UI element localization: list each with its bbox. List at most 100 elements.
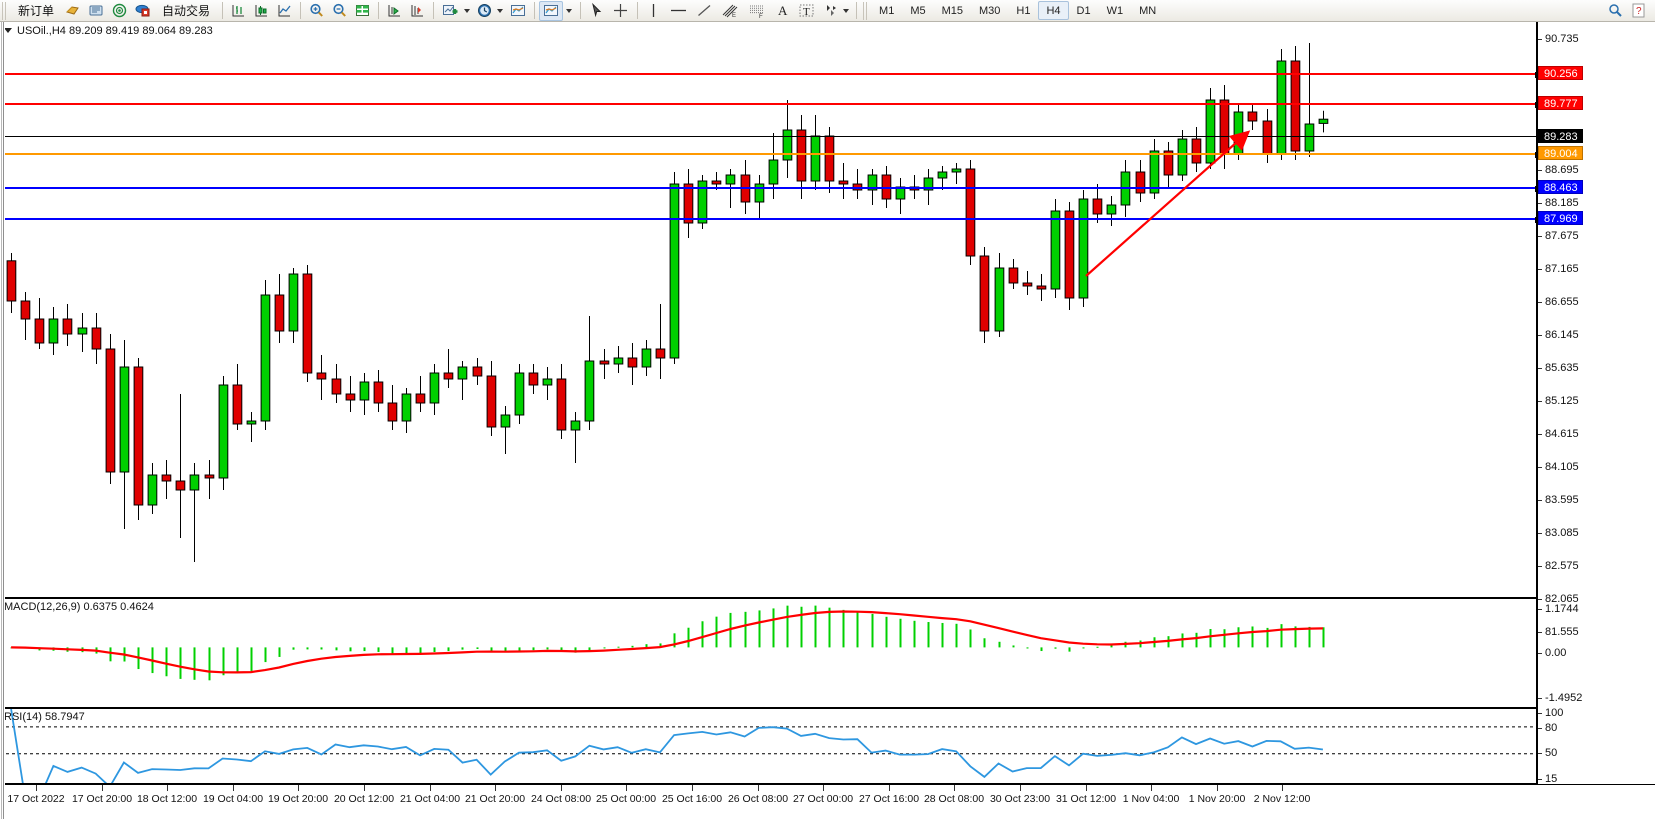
equidistant-channel-icon[interactable]: E [717, 1, 744, 21]
level-handle[interactable] [1535, 152, 1536, 158]
templates-icon[interactable] [506, 1, 530, 21]
candlestick-chart-icon[interactable] [250, 1, 273, 21]
time-tick-label: 1 Nov 20:00 [1188, 793, 1246, 805]
chart-menu-arrow-icon[interactable] [4, 28, 12, 33]
timeframe-grip[interactable] [862, 1, 870, 20]
macd-scale-label: 0.00 [1538, 647, 1655, 659]
toolbar-separator-8 [856, 2, 858, 19]
auto-scroll-icon[interactable] [383, 1, 406, 21]
data-window-icon[interactable] [62, 1, 85, 21]
level-handle[interactable] [1535, 217, 1536, 223]
text-label-icon[interactable]: T [794, 1, 819, 21]
timeframe-h4[interactable]: H4 [1038, 1, 1069, 20]
level-line-resistance-2[interactable] [0, 72, 1536, 78]
level-handle[interactable] [1535, 186, 1536, 192]
rsi-pane[interactable]: RSI(14) 58.7947 [0, 708, 1537, 784]
vertical-line-icon[interactable] [642, 1, 665, 21]
price-scale[interactable]: 90.73589.71389.20388.69588.18587.67587.1… [1537, 22, 1655, 785]
add-indicator-icon[interactable] [438, 1, 473, 21]
autotrading-button[interactable]: 自动交易 [154, 1, 218, 21]
data-grid-icon[interactable] [351, 1, 374, 21]
price-tick: 87.165 [1538, 263, 1655, 275]
terminal-icon[interactable] [85, 1, 108, 21]
level-handle[interactable] [1535, 72, 1536, 78]
level-line-last-price[interactable] [0, 136, 1536, 137]
add-indicator-caret[interactable] [464, 8, 471, 13]
timeframe-h1[interactable]: H1 [1016, 5, 1031, 17]
crosshair-icon[interactable] [608, 1, 633, 21]
level-price-label-resistance-1[interactable]: 89.777 [1538, 96, 1583, 110]
symbol-bar[interactable]: USOil.,H4 89.209 89.419 89.064 89.283 [0, 22, 1536, 39]
price-tick-label: 83.085 [1545, 527, 1579, 539]
time-tick [430, 785, 431, 791]
time-tick-label: 25 Oct 00:00 [595, 793, 657, 805]
zoom-in-icon[interactable] [305, 1, 328, 21]
level-line-support-2[interactable] [0, 217, 1536, 223]
level-price-label-support-2[interactable]: 87.969 [1538, 211, 1583, 225]
timeframe-m1[interactable]: M1 [879, 5, 895, 17]
timeframe-w1[interactable]: W1 [1106, 5, 1124, 17]
price-tick-label: 85.635 [1545, 362, 1579, 374]
toolbar-right-group: ? [1604, 1, 1655, 21]
price-tick-label: 84.105 [1545, 461, 1579, 473]
timeframe-m5[interactable]: M5 [910, 5, 926, 17]
chart-shift-icon[interactable] [406, 1, 429, 21]
search-icon[interactable] [1604, 1, 1627, 21]
time-tick [692, 785, 693, 791]
price-tick: 82.065 [1538, 593, 1655, 605]
timeframe-m30[interactable]: M30 [979, 5, 1001, 17]
level-line-entry[interactable] [0, 152, 1536, 158]
chart-area[interactable]: USOil.,H4 89.209 89.419 89.064 89.283 [0, 22, 1655, 819]
period-clock-icon[interactable] [473, 1, 506, 21]
zoom-out-icon[interactable] [328, 1, 351, 21]
level-line-support-1[interactable] [0, 186, 1536, 192]
period-caret[interactable] [497, 8, 504, 13]
toolbar-grip[interactable] [1, 1, 8, 20]
autotrading-icon[interactable] [131, 1, 154, 21]
fibonacci-icon[interactable]: F [744, 1, 771, 21]
rsi-scale-label: 50 [1538, 747, 1655, 759]
price-tick: 86.145 [1538, 329, 1655, 341]
time-tick [1020, 785, 1021, 791]
shapes-icon[interactable] [819, 1, 852, 21]
time-tick [1086, 785, 1087, 791]
level-handle[interactable] [1535, 102, 1536, 108]
time-scale[interactable]: 17 Oct 2022 17 Oct 20:00 18 Oct 12:00 19 Oc… [0, 784, 1655, 819]
svg-text:T: T [803, 6, 810, 18]
price-tick: 87.675 [1538, 230, 1655, 242]
price-tick: 84.615 [1538, 428, 1655, 440]
timeframe-d1[interactable]: D1 [1076, 5, 1091, 17]
macd-pane[interactable]: MACD(12,26,9) 0.6375 0.4624 [0, 598, 1537, 708]
bar-chart-icon[interactable] [227, 1, 250, 21]
price-tick: 82.575 [1538, 560, 1655, 572]
timeframe-mn[interactable]: MN [1139, 5, 1157, 17]
new-order-label: 新订单 [18, 4, 55, 18]
time-tick-label: 21 Oct 20:00 [464, 793, 526, 805]
rsi-scale-label: 15 [1538, 773, 1655, 785]
price-tick: 85.635 [1538, 362, 1655, 374]
text-icon[interactable]: A [771, 1, 794, 21]
timeframe-m15[interactable]: M15 [941, 5, 963, 17]
level-price-label-resistance-2[interactable]: 90.256 [1538, 66, 1583, 80]
time-tick-label: 24 Oct 08:00 [530, 793, 592, 805]
line-chart-icon[interactable] [273, 1, 296, 21]
help-icon[interactable]: ? [1627, 1, 1650, 21]
price-pane[interactable]: USOil.,H4 89.209 89.419 89.064 89.283 [0, 22, 1537, 598]
time-tick-label: 26 Oct 08:00 [727, 793, 789, 805]
rsi-pane-inner: RSI(14) 58.7947 [0, 709, 1536, 783]
templates-caret[interactable] [566, 8, 573, 13]
shapes-caret[interactable] [843, 8, 850, 13]
signals-icon[interactable] [108, 1, 131, 21]
level-line-resistance-1[interactable] [0, 102, 1536, 108]
level-price-label-entry-level[interactable]: 89.004 [1538, 146, 1583, 160]
trendline-icon[interactable] [692, 1, 717, 21]
templates-active-icon[interactable] [539, 0, 564, 21]
horizontal-line-icon[interactable] [665, 1, 692, 21]
level-price-label-support-1[interactable]: 88.463 [1538, 180, 1583, 194]
rsi-label: RSI(14) 58.7947 [4, 711, 85, 723]
chart-scroll-grip[interactable] [0, 22, 5, 819]
level-price-label-last-price[interactable]: 89.283 [1538, 129, 1583, 143]
new-order-button[interactable]: 新订单 [10, 1, 62, 21]
main-toolbar: 新订单 自动交易 [0, 0, 1655, 22]
cursor-icon[interactable] [585, 1, 608, 21]
